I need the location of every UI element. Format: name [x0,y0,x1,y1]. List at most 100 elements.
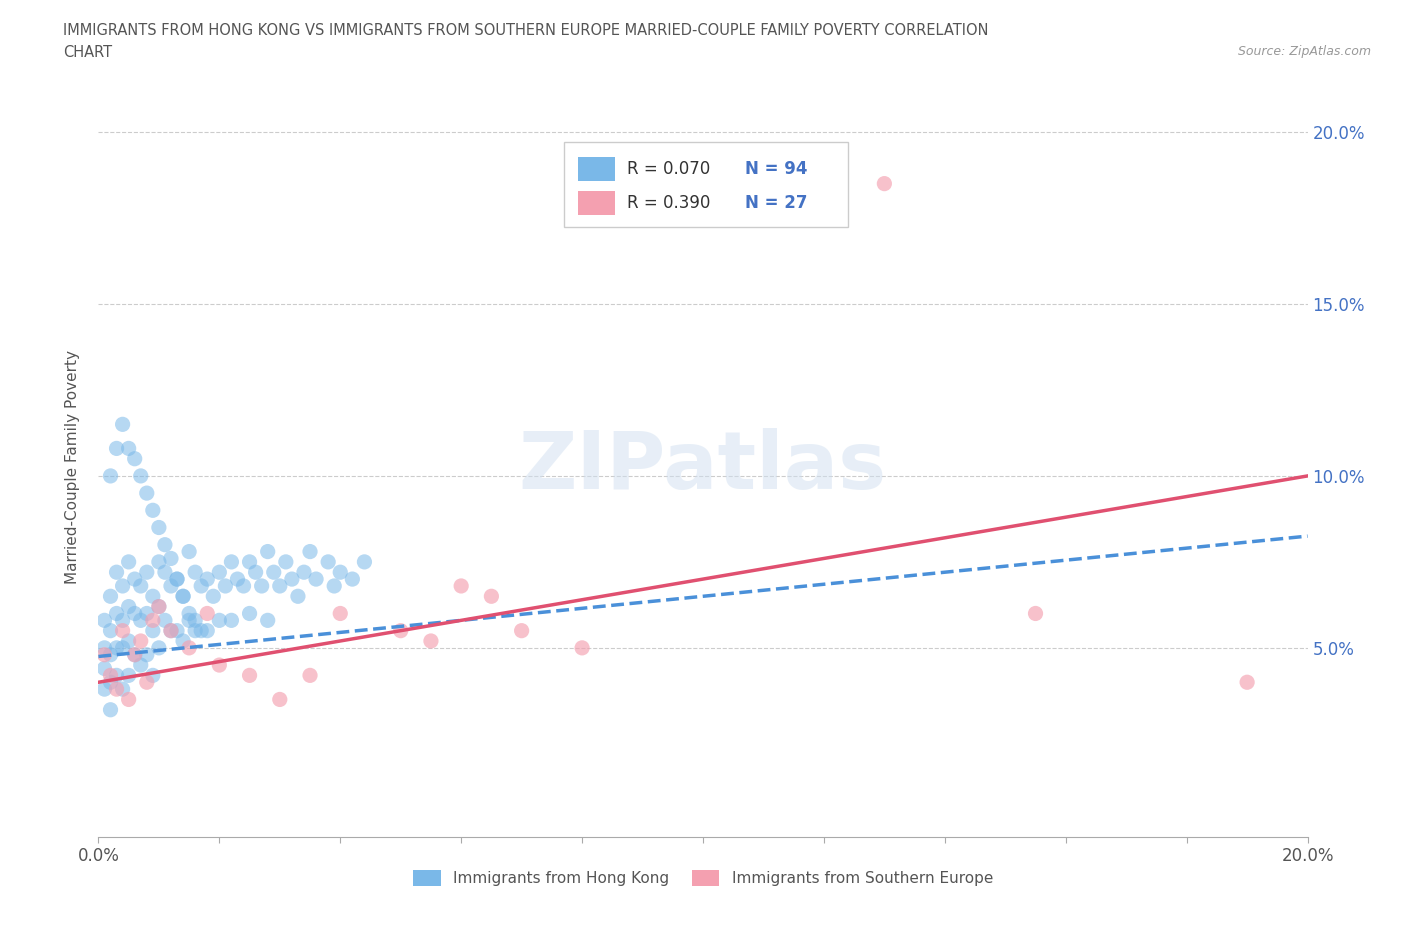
Point [93,613,115,628]
Point [873,176,896,191]
Point [208,658,231,672]
Point [274,554,297,569]
Point [111,623,134,638]
Point [124,451,146,466]
Point [299,668,322,683]
Point [239,606,262,621]
Y-axis label: Married-Couple Family Poverty: Married-Couple Family Poverty [65,351,80,584]
Point [256,613,278,628]
Point [184,613,207,628]
Point [190,578,212,593]
Point [100,623,122,638]
Point [148,599,170,614]
Point [299,544,322,559]
Point [148,599,170,614]
Point [239,554,262,569]
Point [160,623,183,638]
Point [232,578,254,593]
Point [111,641,134,656]
Point [148,641,170,656]
Point [118,692,141,707]
Point [124,647,146,662]
Point [221,613,243,628]
Point [389,623,412,638]
Point [148,554,170,569]
Point [179,613,201,628]
Point [166,572,188,587]
Point [269,578,291,593]
Point [135,606,157,621]
Point [208,613,231,628]
Point [129,658,152,672]
Point [160,578,183,593]
Point [263,565,285,579]
Point [105,682,128,697]
Point [111,417,134,432]
Point [100,675,122,690]
Point [245,565,267,579]
Point [100,702,122,717]
Point [292,565,315,579]
Point [329,565,352,579]
Point [221,554,243,569]
Text: IMMIGRANTS FROM HONG KONG VS IMMIGRANTS FROM SOUTHERN EUROPE MARRIED-COUPLE FAMI: IMMIGRANTS FROM HONG KONG VS IMMIGRANTS … [63,23,988,38]
Point [93,661,115,676]
Point [142,623,165,638]
Point [118,668,141,683]
Point [142,668,165,683]
Text: R = 0.390: R = 0.390 [627,194,710,212]
Point [184,623,207,638]
Point [160,551,183,565]
Point [148,520,170,535]
Point [105,668,128,683]
Point [179,544,201,559]
Point [179,606,201,621]
Point [287,589,309,604]
Point [571,641,593,656]
Point [239,668,262,683]
Point [510,623,533,638]
Point [124,647,146,662]
Text: CHART: CHART [63,45,112,60]
Point [142,589,165,604]
Point [129,613,152,628]
Point [195,572,218,587]
Point [135,565,157,579]
Point [105,641,128,656]
Point [124,606,146,621]
Point [93,647,115,662]
Point [153,565,176,579]
Point [190,623,212,638]
Point [172,589,194,604]
Point [105,441,128,456]
FancyBboxPatch shape [564,142,848,227]
Point [1236,675,1258,690]
Point [118,441,141,456]
Point [100,647,122,662]
Point [481,589,503,604]
Text: N = 27: N = 27 [745,194,808,212]
Point [105,606,128,621]
Point [160,623,183,638]
Point [316,554,339,569]
Point [195,606,218,621]
Point [93,641,115,656]
Point [250,578,273,593]
Point [208,565,231,579]
Text: R = 0.070: R = 0.070 [627,160,710,179]
Point [329,606,352,621]
Point [420,633,443,648]
Point [269,692,291,707]
Point [353,554,375,569]
Point [135,675,157,690]
Point [142,503,165,518]
Point [118,554,141,569]
Point [142,613,165,628]
Point [135,485,157,500]
Point [450,578,472,593]
Point [135,647,157,662]
Point [226,572,249,587]
Text: Source: ZipAtlas.com: Source: ZipAtlas.com [1237,45,1371,58]
Point [105,565,128,579]
Point [100,668,122,683]
